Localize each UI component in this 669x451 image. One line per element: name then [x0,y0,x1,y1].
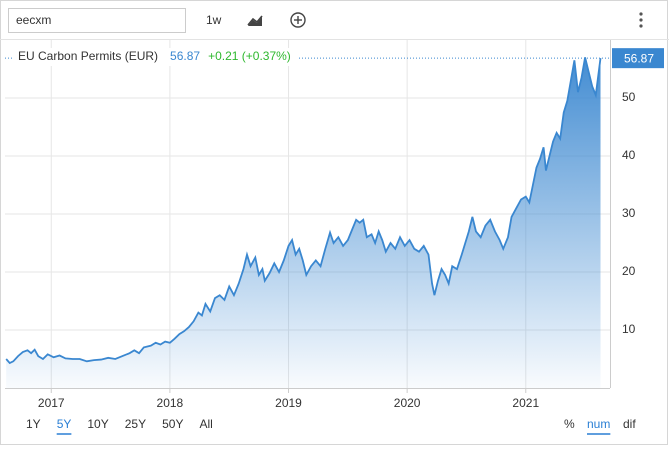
mode-buttons: % num dif [564,417,636,435]
last-value-tag-label: 56.87 [624,51,654,65]
x-tick-label: 2019 [275,396,302,410]
chart-type-icon[interactable] [247,15,263,26]
x-tick-label: 2017 [38,396,65,410]
add-icon[interactable] [290,12,306,28]
header-last-value: 56.87 [170,49,200,63]
plot: 10 20 30 40 50 2017 2018 2019 2020 2021 56.87 EU Ca… [5,40,664,410]
header-bg [12,48,299,66]
range-button[interactable]: 1Y [26,417,41,431]
last-value-tag [612,48,664,69]
range-buttons: 1Y 5Y 10Y 25Y 50Y All [26,417,213,435]
y-tick-label: 30 [622,206,636,220]
search-text[interactable]: eecxm [16,13,51,27]
y-tick-label: 20 [622,264,636,278]
range-button[interactable]: 25Y [125,417,146,431]
search-box[interactable] [8,8,186,33]
area-fill [6,57,601,389]
y-tick-label: 50 [622,90,636,104]
mode-button[interactable]: dif [623,417,636,431]
range-button[interactable]: 10Y [87,417,108,431]
range-button[interactable]: 50Y [162,417,183,431]
series-name: EU Carbon Permits (EUR) [18,49,158,63]
price-line [5,57,602,365]
menu-icon[interactable] [639,12,643,28]
range-button[interactable]: 5Y [57,417,72,431]
y-tick-label: 40 [622,148,636,162]
y-tick-label: 10 [622,322,636,336]
range-button[interactable]: All [199,417,212,431]
x-tick-label: 2021 [512,396,539,410]
interval-button[interactable]: 1w [206,13,222,27]
x-tick-label: 2020 [394,396,421,410]
x-tick-label: 2018 [157,396,184,410]
mode-button[interactable]: num [587,417,610,431]
mode-button[interactable]: % [564,417,575,431]
header-change: +0.21 (+0.37%) [208,49,291,63]
